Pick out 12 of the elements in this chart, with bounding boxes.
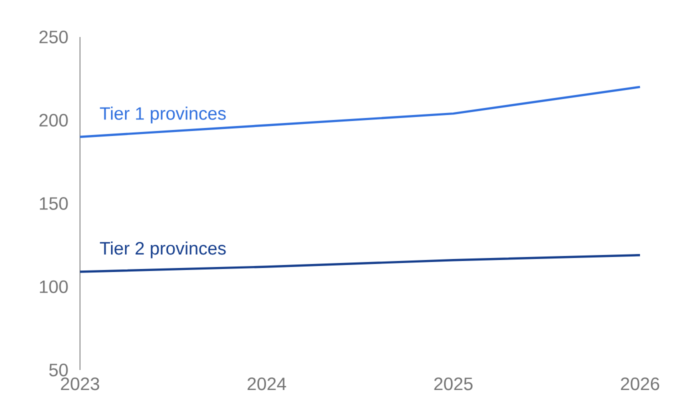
x-tick-label: 2024: [248, 378, 286, 390]
x-tick-label: 2026: [620, 378, 660, 390]
y-tick-label: 100: [40, 280, 68, 294]
x-tick-label: 2025: [434, 378, 473, 390]
x-tick-label: 2023: [60, 378, 100, 390]
y-tick-label: 50: [49, 364, 68, 376]
line-series: [78, 86, 642, 138]
y-tick-label: 200: [39, 114, 68, 127]
series-label: Tier 1 provinces: [100, 106, 226, 124]
y-tick-label: 250: [39, 30, 68, 44]
y-tick-label: 150: [40, 197, 68, 210]
series-label: Tier 2 provinces: [100, 242, 226, 258]
